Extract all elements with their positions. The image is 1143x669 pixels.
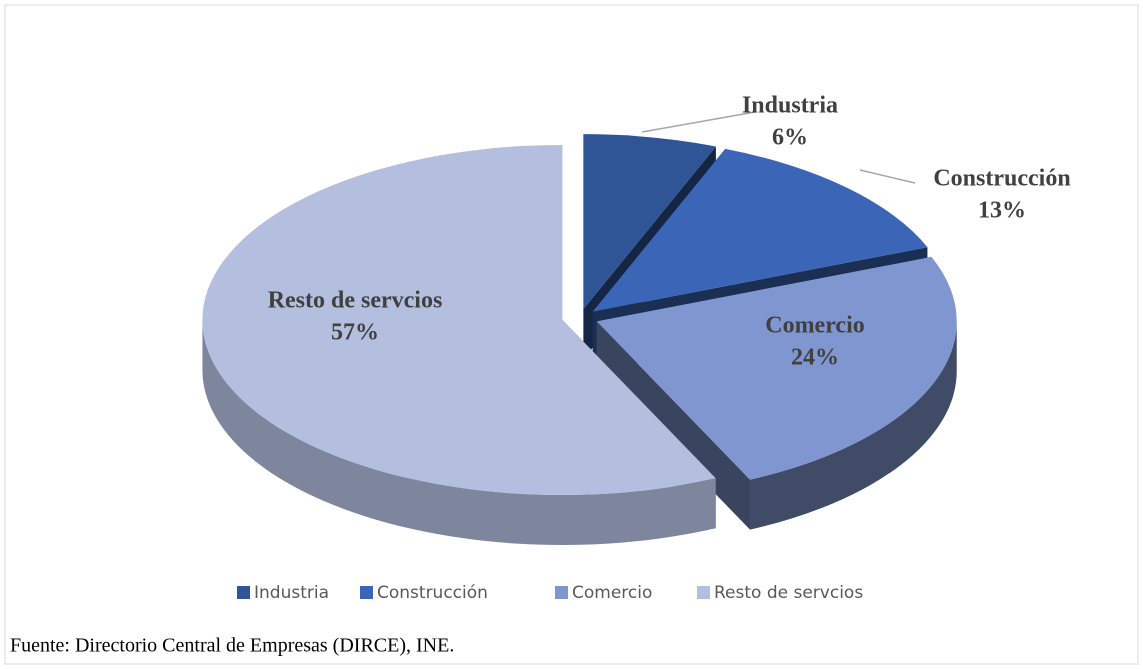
- slice-side: [750, 321, 957, 530]
- data-label-name: Construcción: [933, 166, 1070, 192]
- data-label-value: 6%: [772, 125, 808, 151]
- slice: [202, 144, 716, 495]
- legend-label: Resto de servcios: [714, 583, 863, 603]
- slice: [583, 134, 716, 310]
- slice: [592, 148, 928, 312]
- legend-label: Industria: [254, 583, 329, 603]
- source-note: Fuente: Directorio Central de Empresas (…: [10, 635, 454, 657]
- data-label-name: Industria: [742, 93, 838, 119]
- leader-line: [859, 169, 916, 184]
- data-label-value: 24%: [791, 345, 839, 371]
- legend-swatch: [237, 586, 250, 599]
- data-label-name: Comercio: [765, 313, 865, 339]
- legend-label: Construcción: [377, 583, 488, 603]
- slice-side: [202, 319, 716, 545]
- legend-swatch: [697, 586, 710, 599]
- data-label-value: 13%: [978, 198, 1026, 224]
- legend-swatch: [360, 586, 373, 599]
- data-label-value: 57%: [331, 320, 379, 346]
- data-label-name: Resto de servcios: [268, 288, 443, 314]
- leader-line: [641, 111, 756, 133]
- slice: [596, 256, 957, 480]
- legend-swatch: [555, 586, 568, 599]
- legend-label: Comercio: [572, 583, 652, 603]
